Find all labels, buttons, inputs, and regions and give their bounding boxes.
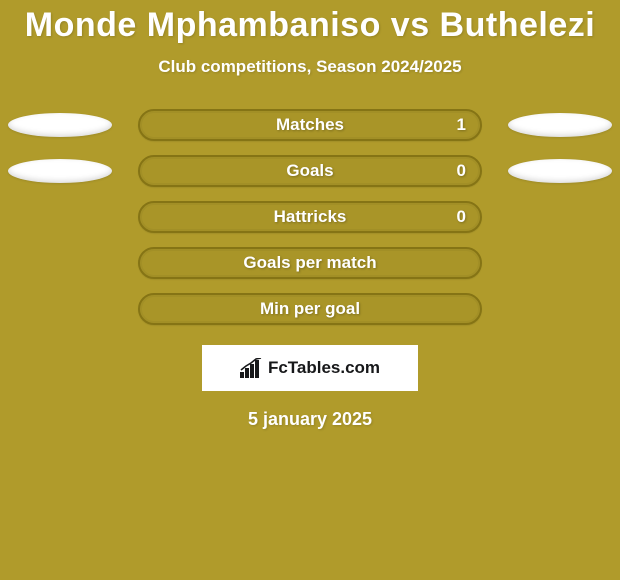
left-ellipse [8, 113, 112, 137]
stat-row-goals: Goals 0 [0, 155, 620, 187]
fctables-logo-icon [240, 358, 262, 378]
brand-text: FcTables.com [268, 358, 380, 378]
date-text: 5 january 2025 [248, 409, 372, 430]
subtitle: Club competitions, Season 2024/2025 [158, 57, 461, 77]
right-ellipse [508, 113, 612, 137]
stat-row-goals-per-match: Goals per match [0, 247, 620, 279]
stat-row-hattricks: Hattricks 0 [0, 201, 620, 233]
stat-value: 0 [457, 161, 466, 181]
stat-label: Goals per match [243, 253, 376, 273]
stat-label: Matches [276, 115, 344, 135]
page-root: Monde Mphambaniso vs Buthelezi Club comp… [0, 0, 620, 580]
stat-label: Hattricks [274, 207, 347, 227]
stat-value: 0 [457, 207, 466, 227]
stats-rows: Matches 1 Goals 0 Hattricks 0 Goals per … [0, 109, 620, 325]
stat-bar: Goals per match [138, 247, 482, 279]
stat-bar: Hattricks 0 [138, 201, 482, 233]
stat-row-matches: Matches 1 [0, 109, 620, 141]
stat-bar: Goals 0 [138, 155, 482, 187]
stat-row-min-per-goal: Min per goal [0, 293, 620, 325]
stat-bar: Matches 1 [138, 109, 482, 141]
left-ellipse [8, 159, 112, 183]
stat-value: 1 [457, 115, 466, 135]
stat-bar: Min per goal [138, 293, 482, 325]
stat-label: Goals [286, 161, 333, 181]
right-ellipse [508, 159, 612, 183]
brand-box: FcTables.com [202, 345, 418, 391]
stat-label: Min per goal [260, 299, 360, 319]
main-title: Monde Mphambaniso vs Buthelezi [25, 6, 595, 45]
